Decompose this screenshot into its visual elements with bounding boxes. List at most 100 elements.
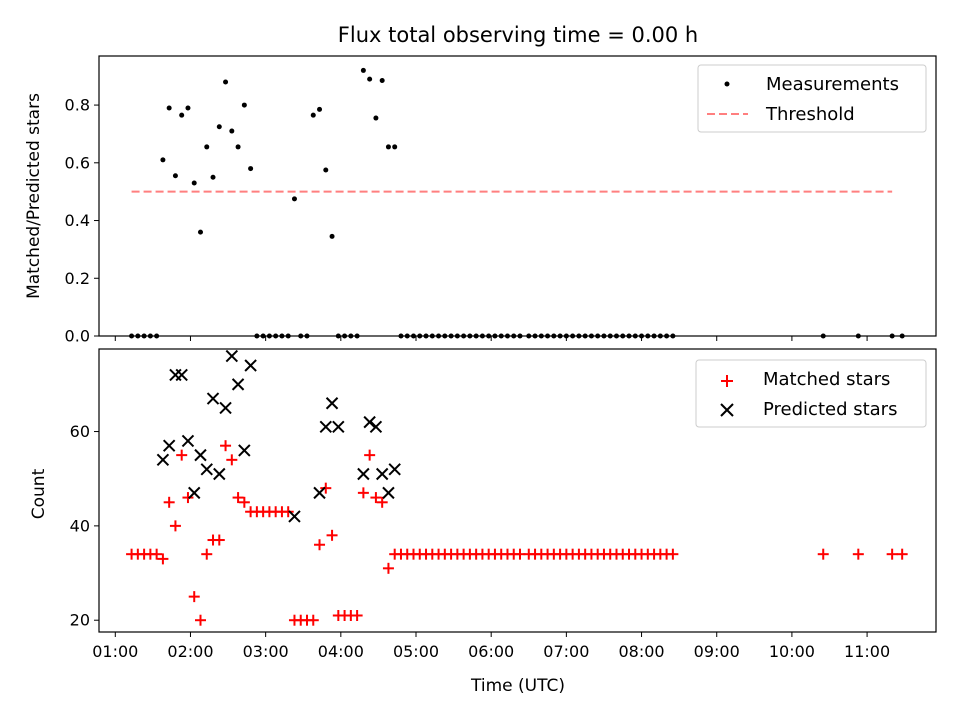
predicted-star-point	[238, 444, 251, 457]
measurement-point	[191, 180, 197, 186]
matched-star-point	[169, 520, 181, 532]
bottom-x-tick-label: 11:00	[844, 642, 890, 661]
measurement-point	[141, 333, 147, 339]
predicted-star-stroke-b	[175, 368, 188, 382]
predicted-star-point	[325, 397, 339, 410]
measurement-point	[348, 333, 354, 339]
bottom-legend: Matched stars Predicted stars	[695, 359, 927, 428]
predicted-star-stroke-b	[313, 486, 326, 500]
measurement-point	[588, 333, 594, 339]
matched-star-point	[351, 609, 363, 621]
x-axis-title: Time (UTC)	[470, 676, 565, 696]
bottom-y-axis-title: Count	[29, 468, 49, 519]
bottom-legend-box	[695, 359, 927, 428]
measurement-point	[504, 333, 510, 339]
bottom-x-tick-label: 01:00	[92, 642, 138, 661]
measurement-point	[285, 333, 291, 339]
matched-star-point	[667, 548, 679, 560]
measurement-point	[354, 333, 360, 339]
measurement-point	[204, 144, 210, 150]
matched-star-point	[314, 539, 326, 551]
measurement-point	[317, 106, 323, 112]
top-y-tick-label: 0.6	[65, 153, 90, 172]
predicted-star-stroke-b	[231, 378, 245, 391]
measurement-point	[899, 333, 905, 339]
measurement-point	[454, 333, 460, 339]
predicted-star-point	[388, 463, 401, 476]
predicted-star-point	[175, 368, 188, 382]
measurement-point	[373, 115, 379, 121]
measurement-point	[889, 333, 895, 339]
legend-measurements-marker	[724, 81, 730, 87]
measurement-point	[360, 67, 366, 73]
measurement-point	[210, 174, 216, 180]
bottom-x-tick-label: 09:00	[694, 642, 740, 661]
predicted-star-stroke-b	[162, 439, 176, 452]
matched-star-point	[282, 506, 294, 518]
top-y-ticks: 0.0 0.2 0.4 0.6 0.8	[65, 96, 99, 346]
matched-star-point	[182, 492, 194, 504]
top-y-tick-label: 0.2	[65, 269, 90, 288]
predicted-star-stroke-b	[213, 467, 226, 481]
measurement-point	[398, 333, 404, 339]
measurement-point	[626, 333, 632, 339]
bottom-plot-frame	[98, 348, 937, 633]
bottom-y-tick-label: 40	[70, 516, 90, 535]
measurement-point	[298, 333, 304, 339]
matched-star-point	[213, 534, 225, 546]
measurement-point	[601, 333, 607, 339]
matched-star-point	[176, 449, 188, 461]
bottom-x-ticks: 01:00 02:00 03:00 04:00 05:00 06:00 07:00 08:00…	[92, 632, 890, 661]
predicted-star-point	[169, 368, 182, 382]
measurement-point	[576, 333, 582, 339]
matched-star-point	[220, 440, 232, 452]
matched-star-point	[194, 614, 206, 626]
predicted-star-point	[219, 401, 232, 415]
measurement-point	[254, 333, 260, 339]
predicted-star-stroke-b	[332, 420, 345, 434]
measurement-point	[595, 333, 601, 339]
bottom-x-tick-label: 03:00	[243, 642, 289, 661]
matched-star-point	[357, 487, 369, 499]
measurement-point	[147, 333, 153, 339]
matched-star-point	[817, 548, 829, 560]
predicted-star-point	[162, 439, 176, 452]
measurement-point	[855, 333, 861, 339]
measurement-point	[557, 333, 563, 339]
legend-threshold-label: Threshold	[765, 104, 855, 125]
measurement-point	[329, 233, 335, 239]
measurement-point	[385, 144, 391, 150]
matched-star-point	[157, 553, 169, 565]
measurement-point	[632, 333, 638, 339]
top-plot-frame	[98, 55, 937, 337]
top-y-axis-title: Matched/Predicted stars	[24, 93, 44, 299]
measurement-point	[570, 333, 576, 339]
measurement-point	[461, 333, 467, 339]
measurement-point	[260, 333, 266, 339]
measurement-point	[266, 333, 272, 339]
measurement-point	[172, 173, 178, 179]
predicted-star-point	[332, 420, 345, 434]
measurement-point	[479, 333, 485, 339]
predicted-star-stroke-b	[200, 463, 213, 476]
predicted-star-stroke-b	[219, 401, 232, 415]
predicted-star-point	[156, 453, 170, 467]
measurement-point	[197, 229, 203, 235]
measurement-point	[486, 333, 492, 339]
top-y-tick-label: 0.0	[65, 327, 90, 346]
legend-predicted-marker	[720, 403, 734, 417]
top-y-tick-label: 0.8	[65, 96, 90, 115]
predicted-star-point	[244, 359, 257, 372]
predicted-star-stroke-b	[188, 486, 201, 500]
measurement-point	[538, 333, 544, 339]
measurement-point	[532, 333, 538, 339]
measurement-point	[310, 112, 316, 118]
measurement-point	[342, 333, 348, 339]
top-y-tick-label: 0.4	[65, 211, 90, 230]
predicted-star-point	[213, 467, 226, 481]
predicted-star-stroke-b	[225, 349, 239, 363]
matched-star-point	[201, 548, 213, 560]
predicted-star-stroke-b	[238, 444, 251, 457]
predicted-star-point	[363, 415, 376, 429]
